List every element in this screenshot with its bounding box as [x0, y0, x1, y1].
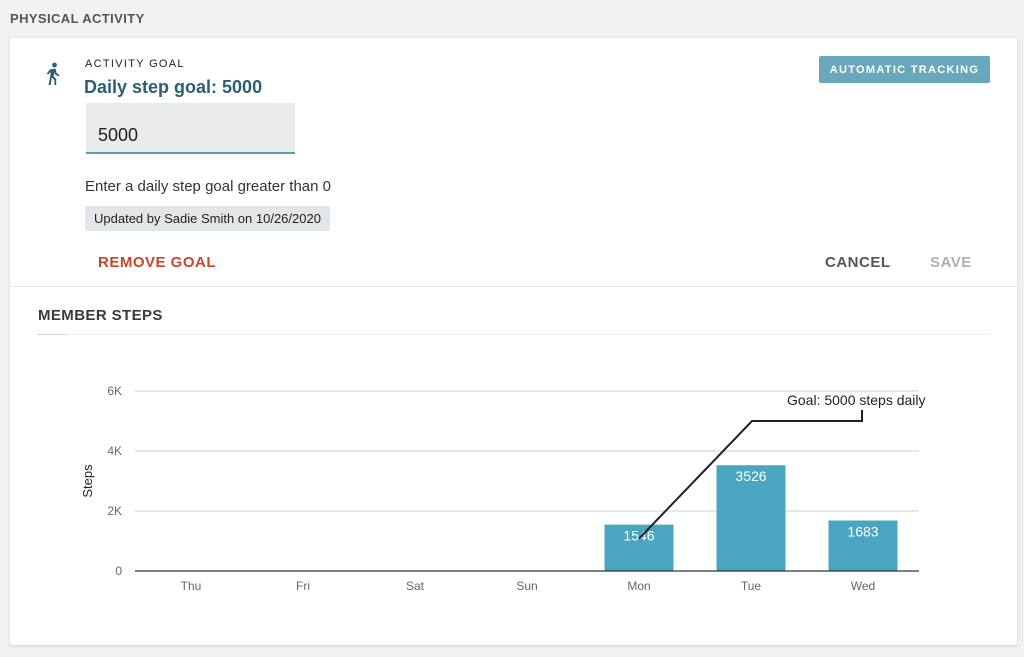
x-tick-label: Wed [851, 579, 875, 593]
member-steps-rule [38, 334, 990, 335]
physical-activity-card: ACTIVITY GOAL Daily step goal: 5000 Ente… [10, 38, 1017, 645]
x-tick-label: Sun [516, 579, 537, 593]
y-axis-label: Steps [80, 464, 95, 498]
member-steps-chart: 0 2K 4K 6K Steps Thu Fri Sat Sun 1546 Mon 3526 Tue 16… [80, 384, 926, 593]
y-tick-label: 4K [107, 444, 122, 458]
cancel-button[interactable]: CANCEL [825, 250, 891, 274]
bar-value-label: 3526 [735, 468, 766, 484]
goal-helper-text: Enter a daily step goal greater than 0 [85, 178, 331, 195]
bar-tue [716, 465, 786, 571]
goal-annotation-label: Goal: 5000 steps daily [787, 392, 926, 408]
x-tick-label: Thu [181, 579, 202, 593]
save-button[interactable]: SAVE [930, 250, 972, 274]
bar-mon [604, 524, 674, 571]
automatic-tracking-button[interactable]: AUTOMATIC TRACKING [819, 56, 990, 83]
goal-heading: Daily step goal: 5000 [84, 77, 263, 97]
x-tick-label: Mon [627, 579, 650, 593]
member-steps-title: MEMBER STEPS [38, 307, 163, 324]
x-tick-label: Sat [406, 579, 425, 593]
remove-goal-button[interactable]: REMOVE GOAL [98, 250, 216, 274]
bar-value-label: 1683 [847, 524, 878, 540]
walking-person-icon [46, 62, 60, 85]
member-steps-rule-accent [38, 334, 66, 335]
section-title: PHYSICAL ACTIVITY [10, 11, 145, 26]
y-tick-label: 2K [107, 504, 122, 518]
y-tick-label: 6K [107, 384, 122, 398]
bar-wed [828, 520, 898, 571]
goal-annotation-line [638, 410, 863, 540]
goal-eyebrow: ACTIVITY GOAL [85, 58, 185, 70]
bar-value-label: 1546 [623, 528, 654, 544]
x-tick-label: Fri [296, 579, 310, 593]
step-goal-input[interactable] [86, 103, 295, 154]
x-tick-label: Tue [741, 579, 762, 593]
y-tick-label: 0 [115, 564, 122, 578]
updated-by-chip: Updated by Sadie Smith on 10/26/2020 [85, 206, 330, 231]
card-divider [10, 286, 1017, 287]
